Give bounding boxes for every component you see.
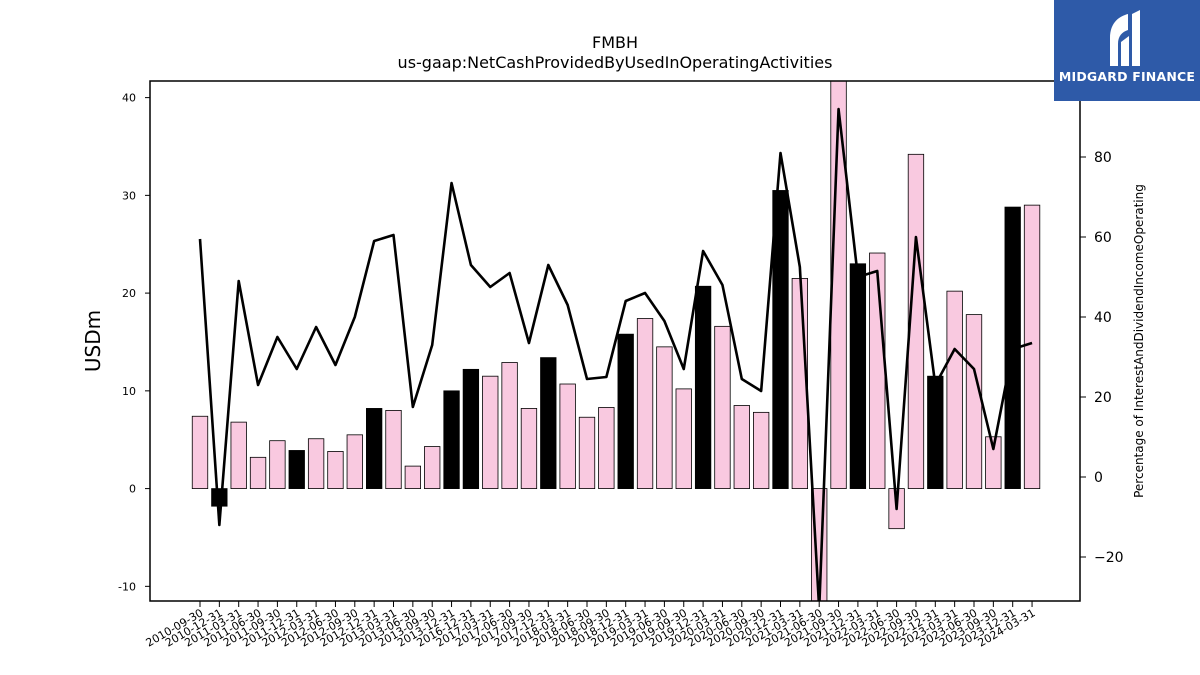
- y2-tick-label: 80: [1094, 150, 1112, 166]
- bar-2018-12-31: [617, 333, 634, 490]
- bar-2022-03-31: [869, 252, 886, 489]
- y-tick-label: 20: [122, 287, 136, 300]
- bar-2013-06-30: [404, 465, 422, 489]
- y2-tick-label: 40: [1094, 310, 1112, 326]
- bar-2012-12-31: [365, 408, 383, 489]
- bar-2013-03-31: [385, 409, 402, 489]
- y-axis-label: USDm: [81, 310, 105, 372]
- bar-2016-12-31: [462, 368, 480, 490]
- bar-2021-12-31: [849, 263, 867, 489]
- bar-2019-12-31: [694, 285, 712, 489]
- y2-axis-ticks: −20 0 20 40 60 80: [1080, 150, 1124, 566]
- bar-2018-09-30: [598, 407, 615, 489]
- bar-2019-09-30: [675, 388, 692, 489]
- bar-2020-12-31: [772, 190, 789, 489]
- line-group: [198, 107, 1033, 601]
- chart-subtitle: us-gaap:NetCashProvidedByUsedInOperating…: [398, 53, 833, 72]
- y-tick-label: 30: [122, 189, 136, 202]
- bar-2020-03-31: [714, 325, 731, 489]
- y2-tick-label: 20: [1094, 390, 1112, 406]
- plot-frame: [149, 80, 1081, 602]
- y2-tick-label: −20: [1094, 550, 1124, 566]
- bar-2018-03-31: [559, 383, 576, 490]
- bar-2023-06-30: [965, 314, 983, 489]
- bar-2013-12-31: [443, 390, 460, 489]
- brand-logo: MIDGARD FINANCE: [1054, 0, 1200, 101]
- bar-2012-09-30: [346, 434, 363, 489]
- bar-2017-09-30: [520, 408, 538, 489]
- midgard-logo-icon: [1110, 10, 1140, 66]
- bar-2020-06-30: [733, 405, 750, 489]
- bar-2024-03-31: [1023, 204, 1041, 489]
- bar-2010-09-30: [191, 415, 209, 489]
- y-tick-label: 0: [129, 483, 136, 496]
- bar-2011-03-31: [230, 421, 247, 490]
- y2-axis-label: Percentage of InterestAndDividendIncomeO…: [1132, 184, 1146, 498]
- x-axis-ticks: 2010-09-302010-12-312011-03-312011-06-30…: [144, 601, 1038, 650]
- bar-2017-12-31: [540, 357, 557, 489]
- bar-2022-12-31: [927, 375, 944, 490]
- bar-2011-12-31: [288, 450, 305, 489]
- bar-2012-06-30: [327, 451, 344, 489]
- brand-name: MIDGARD FINANCE: [1058, 69, 1196, 84]
- bar-2017-06-30: [501, 362, 518, 489]
- series-line: [198, 107, 1033, 601]
- bar-2022-09-30: [907, 153, 925, 490]
- y-tick-label: 10: [122, 385, 136, 398]
- bar-2017-03-31: [482, 375, 499, 490]
- bar-2020-09-30: [753, 411, 770, 489]
- chart-title: FMBH: [592, 33, 638, 52]
- bar-2019-03-31: [636, 318, 654, 489]
- bar-2023-09-30: [985, 436, 1002, 489]
- bar-2011-09-30: [269, 440, 286, 489]
- bar-2011-06-30: [249, 456, 267, 490]
- y-tick-label: 40: [122, 92, 136, 105]
- bar-2018-06-30: [578, 416, 596, 489]
- bar-2012-03-31: [307, 438, 325, 489]
- y-tick-label: -10: [118, 580, 136, 593]
- bar-2019-06-30: [656, 346, 673, 489]
- bar-2023-03-31: [946, 290, 963, 489]
- y2-tick-label: 60: [1094, 230, 1112, 246]
- bar-group: [191, 81, 1041, 601]
- bar-2013-09-30: [424, 446, 441, 489]
- y-axis-ticks: -10 0 10 20 30 40: [118, 92, 150, 593]
- y2-tick-label: 0: [1094, 470, 1103, 486]
- bar-2010-12-31: [211, 488, 228, 507]
